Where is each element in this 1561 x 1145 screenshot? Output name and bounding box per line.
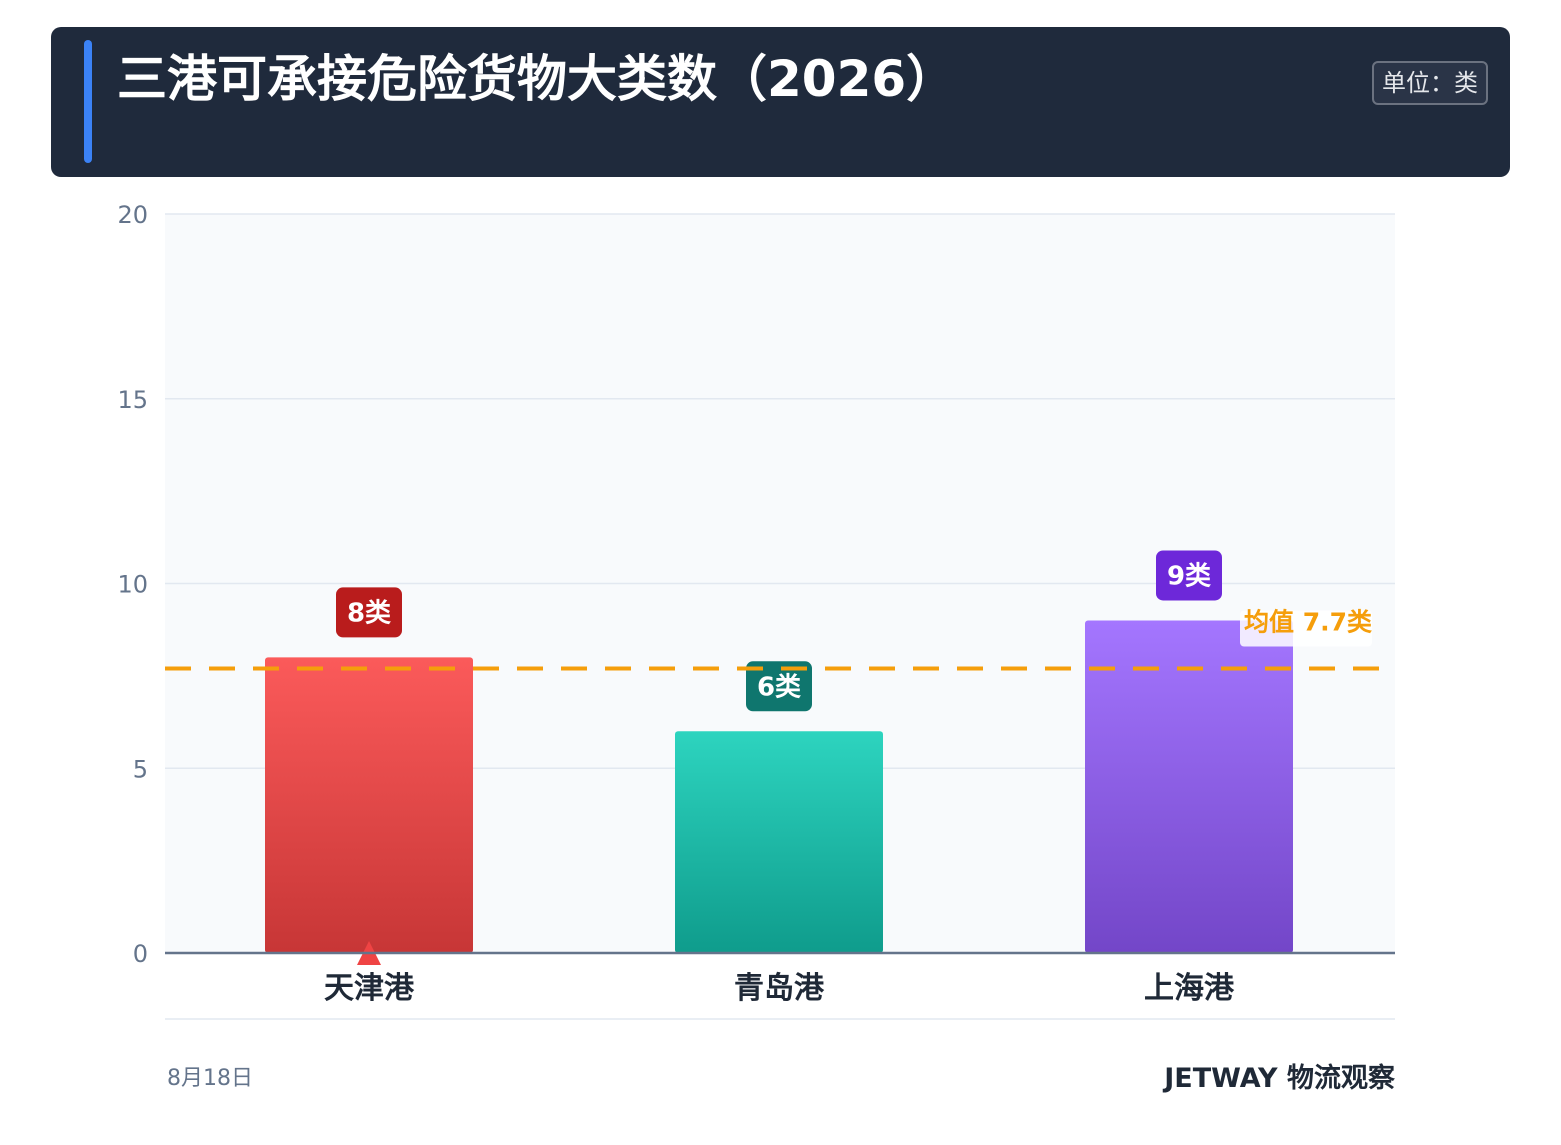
value-label: 6类 [757,672,801,702]
footer-date: 8月18日 [167,1066,253,1091]
footer-brand: JETWAY 物流观察 [1164,1063,1395,1094]
value-badge [336,587,402,638]
value-label: 9类 [1167,561,1211,591]
category-label: 青岛港 [734,971,825,1006]
bar-青岛港 [675,731,883,953]
y-tick-label: 10 [117,571,148,599]
y-tick-label: 20 [117,201,148,229]
value-badge [1156,550,1222,601]
mean-label: 均值 7.7类 [1244,607,1373,636]
value-badge [746,661,812,712]
chart-title: 三港可承接危险货物大类数（2026） [117,50,957,108]
unit-badge: 单位：类 [1372,61,1488,105]
bar-上海港 [1085,620,1293,953]
y-tick-label: 5 [133,755,148,783]
bar-天津港 [265,657,473,953]
y-tick-label: 0 [133,940,148,968]
y-tick-label: 15 [117,386,148,414]
header-accent-bar [84,40,92,163]
mean-label-bg [1240,610,1372,647]
category-label: 上海港 [1144,971,1235,1006]
header-banner: 三港可承接危险货物大类数（2026） 单位：类 [51,27,1510,177]
category-label: 天津港 [324,971,415,1006]
value-label: 8类 [347,598,391,628]
